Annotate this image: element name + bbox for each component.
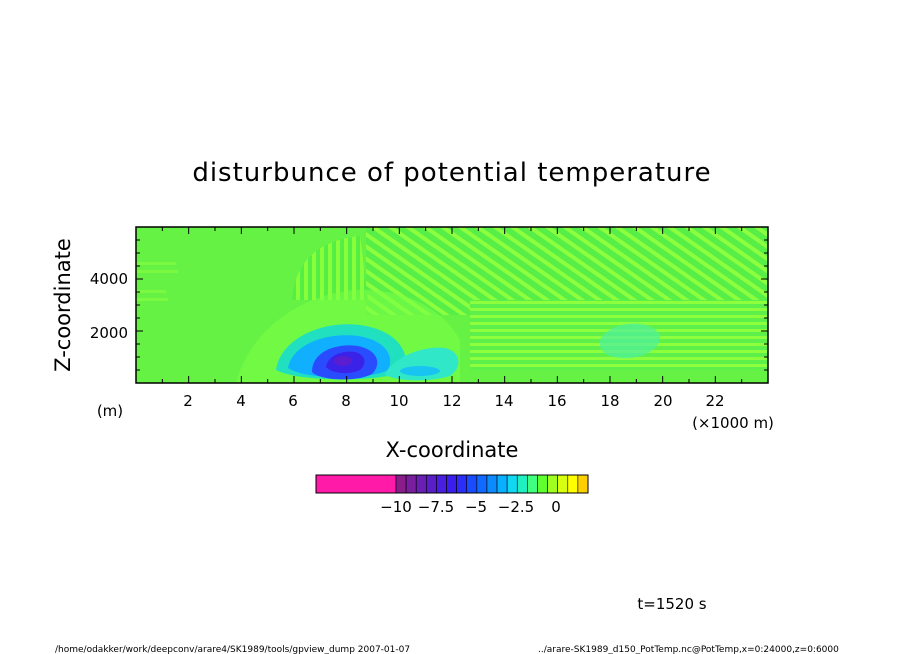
colorbar-swatch: [405, 474, 417, 494]
x-tick-label: 16: [547, 392, 566, 410]
colorbar-swatch: [426, 474, 437, 494]
x-tick-label: 10: [389, 392, 408, 410]
colorbar-swatch: [537, 474, 548, 494]
cold-core-center: [334, 356, 352, 366]
colorbar-frame: [315, 474, 589, 494]
x-tick-label: 18: [600, 392, 619, 410]
heatmap-field: [136, 227, 768, 383]
x-tick-label: 4: [236, 392, 246, 410]
colorbar-swatch: [577, 474, 589, 494]
colorbar: [315, 474, 589, 494]
y-axis-title: Z-coordinate: [51, 238, 75, 372]
chart-title: disturbunce of potential temperature: [192, 158, 711, 188]
colorbar-tick-label: −10: [380, 498, 412, 516]
colorbar-tick-label: 0: [551, 498, 561, 516]
colorbar-swatch: [315, 474, 397, 494]
x-axis-ticks: [135, 227, 769, 383]
x-unit-label: (×1000 m): [692, 414, 774, 432]
colorbar-swatch: [496, 474, 508, 494]
y-unit-label: (m): [97, 402, 123, 420]
footer-left-path: /home/odakker/work/deepconv/arare4/SK198…: [55, 645, 410, 654]
x-tick-label: 22: [705, 392, 724, 410]
x-tick-label: 2: [183, 392, 193, 410]
colorbar-tick-label: −2.5: [498, 498, 534, 516]
colorbar-swatch: [557, 474, 569, 494]
colorbar-swatch: [466, 474, 478, 494]
left-edge-bands: [136, 262, 178, 301]
colorbar-swatch: [527, 474, 538, 494]
colorbar-swatch: [446, 474, 457, 494]
colorbar-swatch: [456, 474, 468, 494]
colorbar-tick-label: −7.5: [418, 498, 454, 516]
x-tick-label: 12: [442, 392, 461, 410]
colorbar-swatch: [516, 474, 528, 494]
weak-cold-patch-right: [599, 323, 661, 359]
colorbar-swatch: [436, 474, 447, 494]
x-axis-title: X-coordinate: [386, 438, 519, 462]
x-tick-label: 20: [653, 392, 672, 410]
colorbar-swatch: [506, 474, 518, 494]
noise-region-plume: [292, 236, 368, 300]
colorbar-swatch: [486, 474, 498, 494]
secondary-cold-core: [400, 366, 440, 376]
y-axis-ticks: [136, 226, 768, 384]
colorbar-tick-label: −5: [465, 498, 487, 516]
x-tick-labels: 2 4 6 8 10 12 14 16 18 20 22: [183, 392, 724, 410]
colorbar-swatch: [547, 474, 558, 494]
colorbar-swatch: [395, 474, 407, 494]
time-label: t=1520 s: [637, 595, 706, 613]
colorbar-tick-labels: −10 −7.5 −5 −2.5 0: [380, 498, 561, 516]
x-tick-label: 14: [494, 392, 513, 410]
x-tick-label: 6: [288, 392, 298, 410]
footer-right-path: ../arare-SK1989_d150_PotTemp.nc@PotTemp,…: [538, 645, 839, 654]
y-tick-labels: 2000 4000: [90, 270, 128, 342]
x-tick-label: 8: [341, 392, 351, 410]
colorbar-swatch: [567, 474, 579, 494]
y-tick-label: 2000: [90, 324, 128, 342]
colorbar-swatch: [415, 474, 427, 494]
y-tick-label: 4000: [90, 270, 128, 288]
colorbar-swatch: [476, 474, 488, 494]
